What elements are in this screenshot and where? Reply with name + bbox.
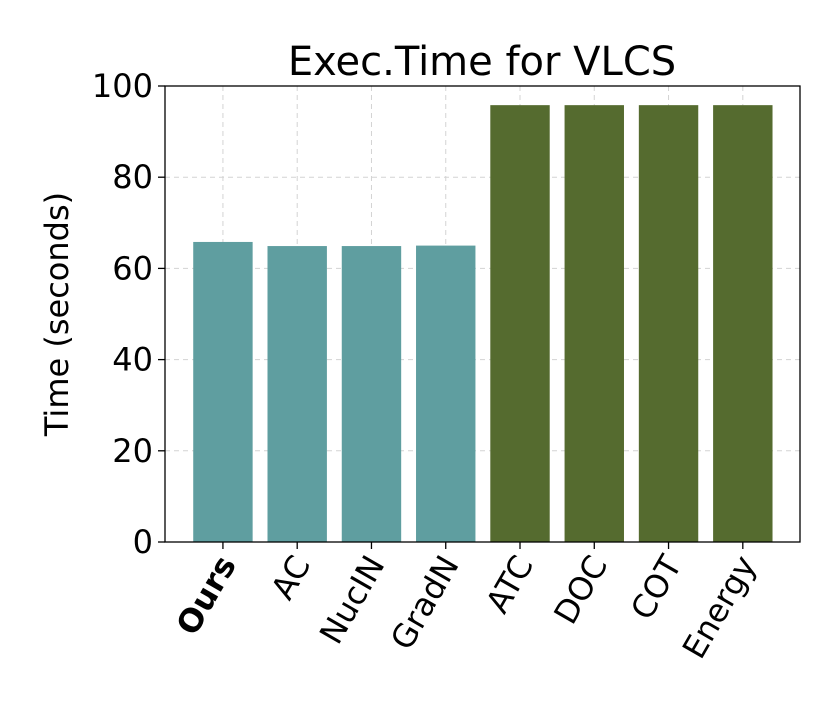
x-tick-label: Energy xyxy=(675,549,764,665)
x-tick-label: DOC xyxy=(546,549,615,631)
bar-doc xyxy=(564,105,624,542)
chart-title: Exec.Time for VLCS xyxy=(288,39,676,85)
x-tick-label: Ours xyxy=(169,549,244,641)
x-tick-label: NucIN xyxy=(312,549,393,650)
y-tick-label: 60 xyxy=(112,249,153,287)
y-axis-ticks: 0 20 40 60 80 100 xyxy=(92,67,165,561)
bar-nucin xyxy=(341,246,402,542)
bar-ours xyxy=(193,241,253,542)
x-tick-label: ATC xyxy=(478,549,541,619)
y-axis-label: Time (seconds) xyxy=(38,192,76,437)
x-tick-label: AC xyxy=(263,549,318,606)
y-tick-label: 20 xyxy=(112,432,153,470)
bar-atc xyxy=(490,105,550,542)
plot-frame xyxy=(164,85,801,543)
bar-cot xyxy=(638,105,699,542)
bar-gradn xyxy=(416,245,476,542)
bar-energy xyxy=(713,105,773,542)
y-tick-label: 40 xyxy=(112,341,153,379)
bars xyxy=(193,105,773,542)
x-tick-label: GradN xyxy=(383,549,467,656)
x-tick-label: COT xyxy=(623,549,690,626)
grid-lines xyxy=(165,86,800,542)
y-tick-label: 80 xyxy=(112,158,153,196)
y-tick-label: 0 xyxy=(133,523,153,561)
bar-ac xyxy=(267,246,327,542)
y-tick-label: 100 xyxy=(92,67,153,105)
